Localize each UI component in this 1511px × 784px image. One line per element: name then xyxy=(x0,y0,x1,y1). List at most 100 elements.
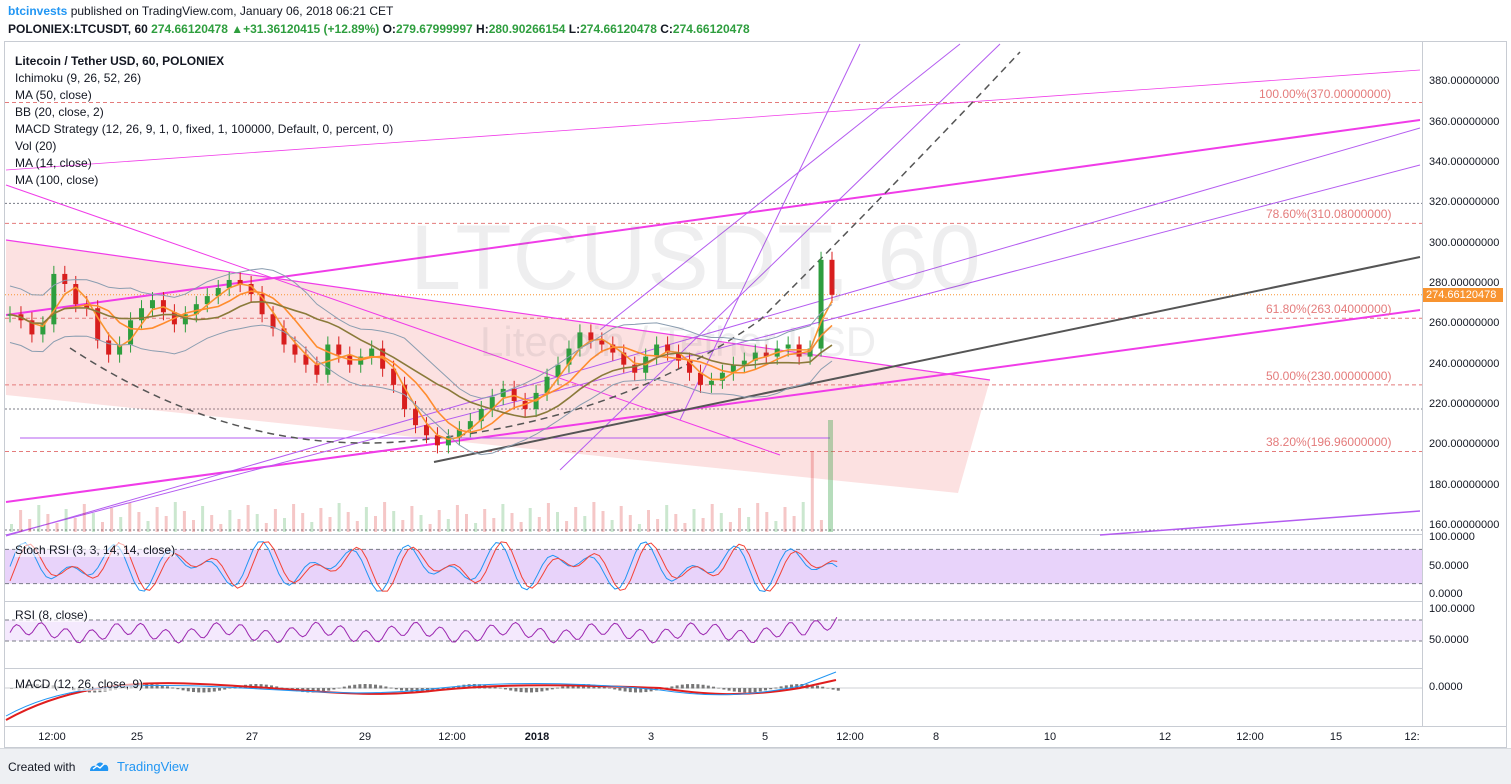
volume-bar xyxy=(792,516,796,532)
macd-histogram-bar xyxy=(748,688,752,693)
price-tick-label: 280.00000000 xyxy=(1429,277,1500,289)
volume-bar xyxy=(419,515,423,532)
candle-body xyxy=(434,435,440,446)
published-text: published on TradingView.com, January 06… xyxy=(70,4,394,18)
author-link[interactable]: btcinvests xyxy=(8,4,68,18)
candle-body xyxy=(204,296,210,305)
volume-bar xyxy=(182,511,186,532)
volume-bar xyxy=(91,513,95,532)
volume-bar xyxy=(337,503,341,532)
legend-item[interactable]: MACD Strategy (12, 26, 9, 1, 0, fixed, 1… xyxy=(15,122,394,136)
volume-bar xyxy=(255,514,259,532)
macd-histogram-bar xyxy=(514,688,518,692)
macd-histogram-bar xyxy=(696,684,700,689)
volume-bar xyxy=(192,520,195,532)
created-with-text: Created with xyxy=(8,760,76,774)
macd-histogram-bar xyxy=(764,688,767,691)
volume-bar xyxy=(492,518,496,532)
volume-bar xyxy=(828,420,833,532)
price-tick-label: 340.00000000 xyxy=(1429,156,1500,168)
volume-bar xyxy=(73,518,77,532)
indicator-legend: Litecoin / Tether USD, 60, POLONIEX Ichi… xyxy=(15,53,393,189)
volume-bar xyxy=(37,505,41,532)
candle-body xyxy=(402,384,408,410)
volume-bar xyxy=(765,512,769,532)
legend-item[interactable]: BB (20, close, 2) xyxy=(15,105,104,119)
macd-histogram-bar xyxy=(722,688,726,690)
candle-body xyxy=(676,352,682,361)
macd-histogram-bar xyxy=(769,688,773,690)
time-tick-label: 12:00 xyxy=(836,731,864,743)
volume-bar xyxy=(219,524,223,532)
macd-histogram-bar xyxy=(519,688,523,693)
macd-histogram-bar xyxy=(556,687,559,689)
macd-histogram-bar xyxy=(738,688,741,693)
macd-histogram-bar xyxy=(410,688,414,693)
price-tick-label: 180.00000000 xyxy=(1429,478,1500,491)
dashed-projection-curve xyxy=(69,51,1021,444)
price-tick-label: 380.00000000 xyxy=(1429,75,1500,88)
rsi-label[interactable]: RSI (8, close) xyxy=(15,608,88,622)
macd-histogram-bar xyxy=(540,688,544,692)
macd-histogram-bar xyxy=(197,688,201,693)
time-tick-label: 12:00 xyxy=(38,731,66,743)
macd-histogram-bar xyxy=(800,684,804,689)
low-value: 274.66120478 xyxy=(580,22,657,36)
candle-body xyxy=(237,279,243,285)
candle-body xyxy=(500,388,506,397)
trend-line xyxy=(5,239,991,381)
time-tick-label: 10 xyxy=(1043,731,1057,743)
volume-bar xyxy=(710,504,714,532)
volume-bar xyxy=(210,515,214,532)
header: btcinvests published on TradingView.com,… xyxy=(0,0,1511,40)
macd-histogram-bar xyxy=(675,685,679,689)
candle-body xyxy=(336,344,342,355)
macd-histogram-bar xyxy=(316,688,320,693)
last-price-marker: 274.66120478 xyxy=(1423,287,1503,302)
macd-histogram-bar xyxy=(467,684,471,689)
macd-histogram-bar xyxy=(566,685,570,689)
macd-histogram-bar xyxy=(348,685,351,689)
macd-histogram-bar xyxy=(384,686,388,689)
macd-histogram-bar xyxy=(431,688,435,692)
candle-body xyxy=(95,308,101,341)
chart-canvas[interactable] xyxy=(0,0,1511,748)
macd-histogram-bar xyxy=(332,688,336,690)
macd-label[interactable]: MACD (12, 26, close, 9) xyxy=(15,677,144,691)
volume-bar xyxy=(619,506,623,532)
time-tick-label: 12:00 xyxy=(438,731,466,743)
time-tick-label: 2018 xyxy=(524,731,550,743)
open-value: 279.67999997 xyxy=(395,22,473,36)
candle-body xyxy=(752,352,758,361)
legend-item[interactable]: MA (50, close) xyxy=(15,88,92,102)
legend-item[interactable]: MA (100, close) xyxy=(15,173,99,187)
tradingview-brand-link[interactable]: TradingView xyxy=(117,759,189,774)
volume-bar xyxy=(692,509,696,532)
legend-item[interactable]: Vol (20) xyxy=(15,139,57,153)
macd-histogram-bar xyxy=(644,688,648,693)
macd-histogram-bar xyxy=(634,688,637,693)
volume-bar xyxy=(465,514,468,532)
macd-histogram-bar xyxy=(358,684,362,689)
volume-bar xyxy=(474,523,478,532)
volume-bar xyxy=(119,517,123,532)
ohlc-line: POLONIEX:LTCUSDT, 60 274.66120478 ▲+31.3… xyxy=(8,22,750,36)
volume-bar xyxy=(64,509,68,532)
tradingview-logo-icon xyxy=(90,762,109,771)
macd-histogram-bar xyxy=(836,688,840,691)
legend-item[interactable]: MA (14, close) xyxy=(15,156,92,170)
macd-histogram-bar xyxy=(155,684,159,689)
indicator-panes xyxy=(5,541,1422,721)
stoch-rsi-label[interactable]: Stoch RSI (3, 3, 14, 14, close) xyxy=(15,543,176,557)
candle-body xyxy=(314,364,320,375)
macd-histogram-bar xyxy=(535,688,539,693)
legend-title[interactable]: Litecoin / Tether USD, 60, POLONIEX xyxy=(15,54,225,68)
candle-body xyxy=(117,344,123,355)
candle-body xyxy=(621,352,627,365)
macd-histogram-bar xyxy=(774,687,778,689)
candle-body xyxy=(270,314,276,329)
macd-histogram-bar xyxy=(394,688,398,690)
macd-histogram-bar xyxy=(686,684,689,689)
volume-bar xyxy=(601,511,605,532)
legend-item[interactable]: Ichimoku (9, 26, 52, 26) xyxy=(15,71,142,85)
